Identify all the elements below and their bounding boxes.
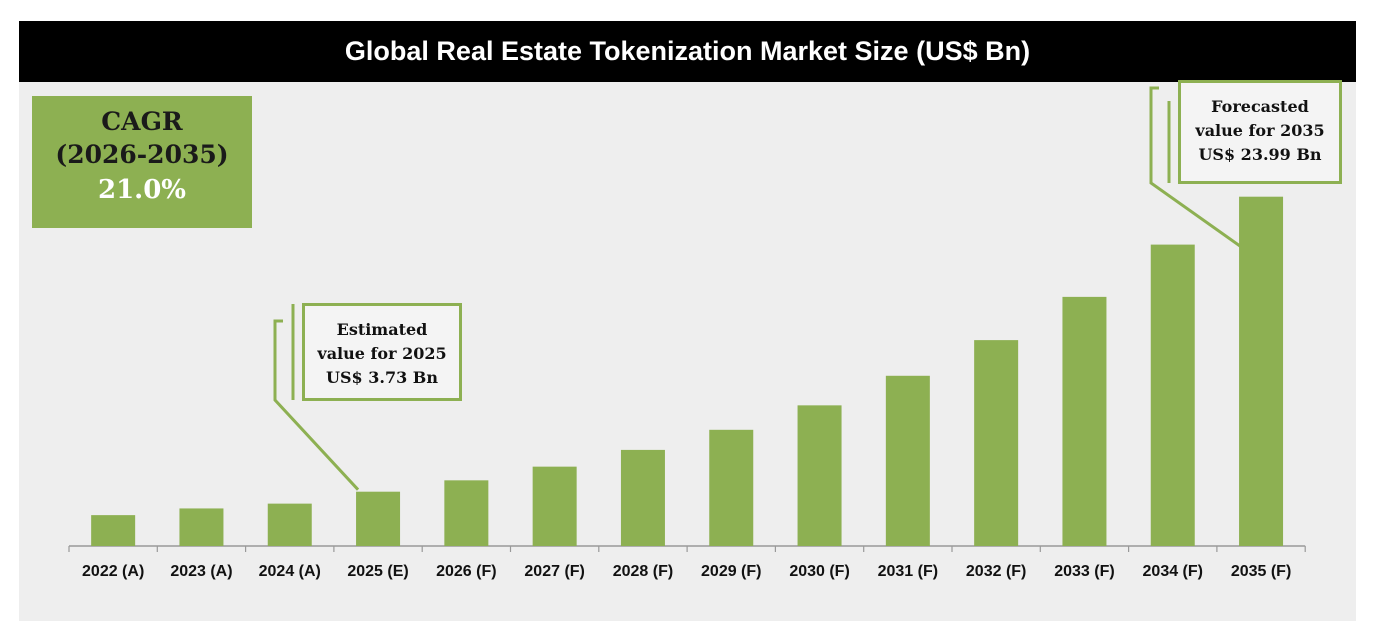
leader-line-2025: [273, 319, 360, 491]
x-tick-label-2: 2024 (A): [259, 563, 321, 580]
x-tick-label-1: 2023 (A): [170, 563, 232, 580]
x-tick-label-8: 2030 (F): [789, 563, 849, 580]
callout-forecasted-2035: Forecasted value for 2035 US$ 23.99 Bn: [1178, 80, 1342, 184]
cagr-box: CAGR (2026-2035) 21.0%: [32, 96, 252, 228]
bar-8: [797, 405, 842, 546]
x-tick-label-3: 2025 (E): [347, 563, 408, 580]
bar-0: [91, 515, 136, 546]
x-tick-label-4: 2026 (F): [436, 563, 496, 580]
bar-3: [356, 491, 401, 546]
chart-frame: 2022 (A) 2023 (A) 2024 (A) 2025 (E) 2026 (F)…: [19, 21, 1356, 621]
bar-1: [179, 508, 224, 546]
x-tick-label-11: 2033 (F): [1054, 563, 1114, 580]
x-tick-label-13: 2035 (F): [1231, 563, 1291, 580]
cagr-period: (2026-2035): [55, 140, 229, 169]
callout-estimated-line3: US$ 3.73 Bn: [326, 368, 438, 387]
x-tick-label-9: 2031 (F): [878, 563, 938, 580]
x-tick-label-5: 2027 (F): [524, 563, 584, 580]
bar-11: [1062, 296, 1107, 546]
callout-forecasted-line3: US$ 23.99 Bn: [1198, 145, 1322, 164]
bar-13: [1239, 196, 1284, 546]
cagr-label: CAGR: [101, 107, 183, 136]
callout-estimated-line2: value for 2025: [317, 344, 447, 363]
x-tick-label-12: 2034 (F): [1143, 563, 1203, 580]
callout-estimated-2025: Estimated value for 2025 US$ 3.73 Bn: [302, 303, 462, 401]
x-tick-label-10: 2032 (F): [966, 563, 1026, 580]
bar-4: [444, 480, 489, 546]
x-tick-label-7: 2029 (F): [701, 563, 761, 580]
bar-12: [1150, 244, 1195, 546]
callout-forecasted-line1: Forecasted: [1211, 97, 1309, 116]
chart-title: Global Real Estate Tokenization Market S…: [19, 21, 1356, 82]
bar-5: [532, 466, 577, 546]
bar-10: [974, 340, 1019, 546]
bar-9: [885, 375, 930, 546]
bar-7: [709, 429, 754, 546]
leader-line-2035: [1149, 86, 1256, 258]
bar-2: [267, 503, 312, 546]
callout-forecasted-line2: value for 2035: [1195, 121, 1325, 140]
bar-6: [620, 449, 665, 546]
cagr-value: 21.0%: [97, 175, 187, 205]
x-tick-label-0: 2022 (A): [82, 563, 144, 580]
x-tick-label-6: 2028 (F): [613, 563, 673, 580]
callout-estimated-line1: Estimated: [336, 320, 428, 339]
bar-chart: 2022 (A) 2023 (A) 2024 (A) 2025 (E) 2026 (F)…: [68, 86, 1306, 580]
